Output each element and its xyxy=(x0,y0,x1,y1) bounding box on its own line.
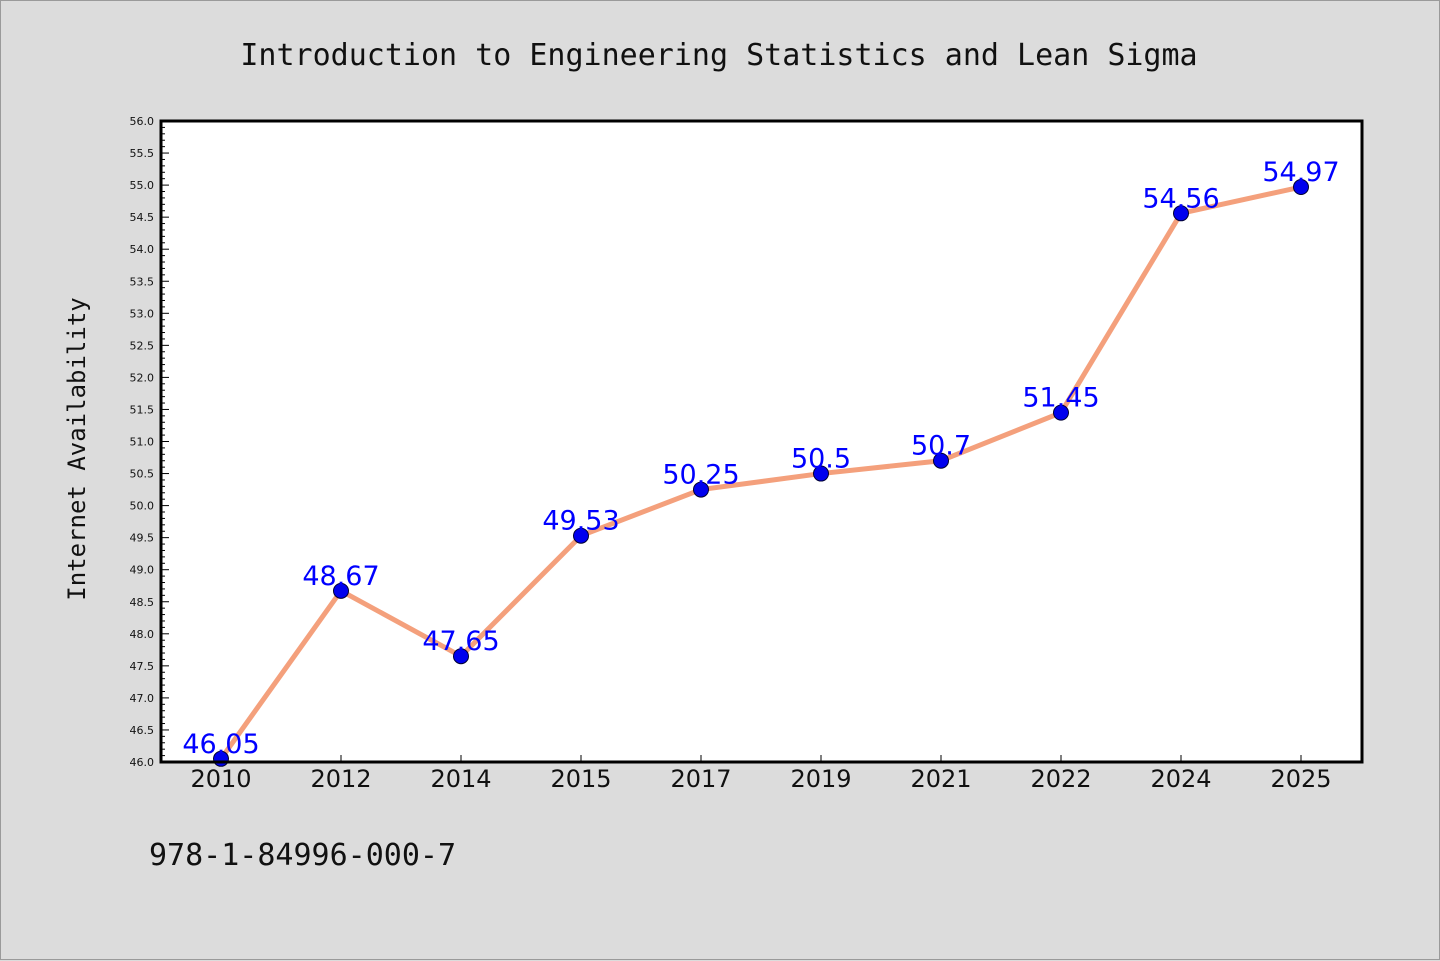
data-point xyxy=(1173,205,1189,222)
data-label: 50.25 xyxy=(662,460,739,491)
data-label: 49.53 xyxy=(542,506,619,537)
data-point xyxy=(693,481,709,498)
data-point xyxy=(813,465,829,482)
x-tick-label: 2025 xyxy=(1270,765,1331,793)
y-tick-label: 56.0 xyxy=(130,115,155,128)
y-tick-label: 46.5 xyxy=(130,724,155,737)
y-tick-label: 47.5 xyxy=(130,660,155,673)
x-tick-label: 2019 xyxy=(790,765,851,793)
x-tick-label: 2024 xyxy=(1150,765,1211,793)
y-tick-label: 54.5 xyxy=(130,211,155,224)
x-tick-label: 2014 xyxy=(430,765,491,793)
chart-title: Introduction to Engineering Statistics a… xyxy=(240,38,1197,73)
x-tick-label: 2022 xyxy=(1030,765,1091,793)
y-tick-label: 46.0 xyxy=(130,756,155,769)
x-tick-label: 2010 xyxy=(190,765,251,793)
data-point xyxy=(333,582,349,599)
data-label: 48.67 xyxy=(302,561,379,592)
plot-area xyxy=(161,121,1362,762)
y-tick-label: 47.0 xyxy=(130,692,155,705)
y-tick-label: 54.0 xyxy=(130,243,155,256)
y-tick-label: 55.0 xyxy=(130,179,155,192)
y-tick-label: 49.5 xyxy=(130,532,155,545)
y-axis: 46.0 46.5 47.0 47.5 48.0 48.5 49.0 49.5 50.0 50.5… xyxy=(130,115,169,769)
series-layer: 46.05 48.67 47.65 49.53 50.25 50.5 50.7 51.45 54… xyxy=(182,157,1340,767)
plot-frame xyxy=(159,119,1364,764)
x-tick-label: 2015 xyxy=(550,765,611,793)
y-tick-label: 51.5 xyxy=(130,403,155,416)
y-tick-label: 48.5 xyxy=(130,596,155,609)
data-point xyxy=(573,527,589,544)
data-point xyxy=(933,452,949,469)
y-axis-label: Internet Availability xyxy=(63,297,91,600)
x-tick-label: 2012 xyxy=(310,765,371,793)
x-tick-label: 2021 xyxy=(910,765,971,793)
isbn-footer: 978-1-84996-000-7 xyxy=(149,838,456,873)
data-point xyxy=(1293,179,1309,196)
y-tick-label: 53.5 xyxy=(130,275,155,288)
y-tick-label: 50.0 xyxy=(130,500,155,513)
data-label: 54.97 xyxy=(1262,157,1339,188)
data-point xyxy=(453,648,469,665)
data-label: 50.5 xyxy=(791,444,851,475)
y-tick-label: 55.5 xyxy=(130,147,155,160)
data-label: 47.65 xyxy=(422,626,499,657)
data-label: 51.45 xyxy=(1022,383,1099,414)
data-point xyxy=(1053,404,1069,421)
y-tick-label: 51.0 xyxy=(130,436,155,449)
y-tick-label: 52.5 xyxy=(130,339,155,352)
x-tick-label: 2017 xyxy=(670,765,731,793)
data-label: 46.05 xyxy=(182,729,259,760)
series-line xyxy=(218,184,1304,762)
y-tick-label: 53.0 xyxy=(130,307,155,320)
y-tick-label: 50.5 xyxy=(130,468,155,481)
x-axis: 2010 2012 2014 2015 2017 2019 2021 2022 2024 2025 xyxy=(190,755,1332,793)
y-tick-label: 48.0 xyxy=(130,628,155,641)
data-label: 54.56 xyxy=(1142,183,1219,214)
y-tick-label: 49.0 xyxy=(130,564,155,577)
data-label: 50.7 xyxy=(911,431,971,462)
y-tick-label: 52.0 xyxy=(130,371,155,384)
